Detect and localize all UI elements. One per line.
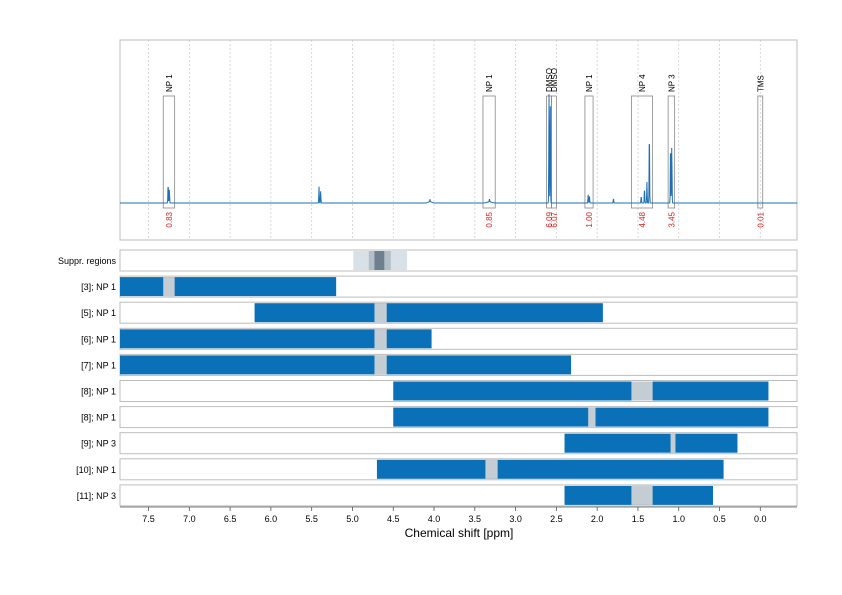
- integration-box-0: [162, 95, 176, 209]
- track-0: Suppr. regions: [58, 249, 798, 272]
- integration-box-4: [584, 95, 594, 209]
- integration-box-1: [482, 95, 496, 209]
- bar-4-0: [120, 355, 572, 375]
- gap-9-0: [631, 485, 653, 505]
- integration-value-1: 0.85: [485, 211, 494, 227]
- integration-box-5: [631, 95, 654, 209]
- track-label-3: [6]; NP 1: [81, 334, 116, 344]
- integration-label-1: NP 1: [485, 74, 494, 92]
- x-tick-label-15: 0.0: [754, 514, 767, 524]
- gap-7-0: [670, 433, 676, 453]
- track-label-8: [10]; NP 1: [76, 465, 116, 475]
- integration-value-6: 3.45: [667, 211, 676, 227]
- track-label-5: [8]; NP 1: [81, 387, 116, 397]
- integration-boxes: NP 1 0.83 NP 1 0.85 DMSO 6.09 DMSO 6.07 NP 1 1.00…: [162, 68, 765, 228]
- track-label-4: [7]; NP 1: [81, 360, 116, 370]
- x-tick-label-4: 5.5: [305, 514, 318, 524]
- track-label-1: [3]; NP 1: [81, 282, 116, 292]
- x-tick-label-1: 7.0: [183, 514, 196, 524]
- x-tick-label-10: 2.5: [550, 514, 563, 524]
- bar-2-0: [254, 303, 603, 323]
- integration-label-7: TMS: [756, 75, 765, 92]
- integration-value-2: 6.09: [545, 211, 554, 227]
- track-label-0: Suppr. regions: [58, 256, 117, 266]
- suppression-0-2: [374, 251, 385, 270]
- track-6: [8]; NP 1: [81, 406, 798, 429]
- x-tick-label-7: 4.0: [428, 514, 441, 524]
- integration-value-5: 4.48: [638, 211, 647, 227]
- track-1: [3]; NP 1: [81, 275, 798, 298]
- x-tick-label-14: 0.5: [713, 514, 726, 524]
- x-tick-label-8: 3.5: [469, 514, 482, 524]
- x-axis-label: Chemical shift [ppm]: [405, 526, 514, 540]
- x-axis: 7.5 7.0 6.5 6.0 5.5 5.0 4.5 4.0 3.5 3.0 2.5 2.0 1.5 1…: [120, 506, 797, 524]
- x-tick-label-5: 5.0: [346, 514, 359, 524]
- x-tick-label-9: 3.0: [509, 514, 522, 524]
- gap-8-0: [485, 459, 498, 479]
- bar-6-0: [393, 407, 769, 427]
- track-8: [10]; NP 1: [76, 458, 798, 481]
- gap-1-0: [163, 277, 175, 297]
- integration-value-7: 0.01: [756, 211, 765, 227]
- bar-1-0: [120, 277, 337, 297]
- track-9: [11]; NP 3: [77, 484, 798, 507]
- integration-value-4: 1.00: [585, 211, 594, 227]
- x-tick-label-13: 1.0: [672, 514, 685, 524]
- x-tick-label-6: 4.5: [387, 514, 400, 524]
- track-label-7: [9]; NP 3: [81, 439, 116, 449]
- track-3: [6]; NP 1: [81, 327, 798, 350]
- x-tick-label-3: 6.0: [265, 514, 278, 524]
- integration-label-5: NP 4: [638, 74, 647, 92]
- integration-label-4: NP 1: [585, 74, 594, 92]
- bar-8-0: [376, 459, 724, 479]
- track-2: [5]; NP 1: [81, 301, 798, 324]
- integration-label-3: DMSO: [550, 68, 559, 92]
- gap-3-0: [374, 329, 387, 349]
- gap-2-0: [374, 303, 387, 323]
- gap-6-0: [588, 407, 596, 427]
- integration-box-7: [757, 95, 764, 209]
- track-label-2: [5]; NP 1: [81, 308, 116, 318]
- bar-7-0: [564, 433, 738, 453]
- gap-5-0: [631, 381, 653, 401]
- x-tick-label-2: 6.5: [224, 514, 237, 524]
- gap-4-0: [374, 355, 387, 375]
- integration-value-3: 6.07: [550, 211, 559, 227]
- x-tick-label-0: 7.5: [142, 514, 155, 524]
- track-7: [9]; NP 3: [81, 432, 798, 455]
- track-frame-0: [119, 249, 798, 272]
- integration-value-0: 0.83: [165, 211, 174, 227]
- x-tick-label-11: 2.0: [591, 514, 604, 524]
- spectrum-gridlines: [148, 40, 761, 240]
- track-label-9: [11]; NP 3: [77, 491, 116, 501]
- integration-label-0: NP 1: [165, 74, 174, 92]
- bar-3-0: [120, 329, 432, 349]
- spectrum-line: [120, 94, 797, 204]
- integration-box-3: [551, 95, 557, 209]
- spectrum-panel: [119, 39, 798, 241]
- x-tick-label-12: 1.5: [632, 514, 645, 524]
- bar-5-0: [393, 381, 769, 401]
- track-label-6: [8]; NP 1: [81, 413, 116, 423]
- region-tracks: Suppr. regions [3]; NP 1 [5]; NP 1 [6]; NP …: [58, 249, 798, 507]
- track-5: [8]; NP 1: [81, 380, 798, 402]
- integration-label-2: DMSO: [545, 68, 554, 92]
- integration-box-6: [667, 95, 676, 209]
- integration-label-6: NP 3: [667, 74, 676, 92]
- track-4: [7]; NP 1: [81, 353, 798, 376]
